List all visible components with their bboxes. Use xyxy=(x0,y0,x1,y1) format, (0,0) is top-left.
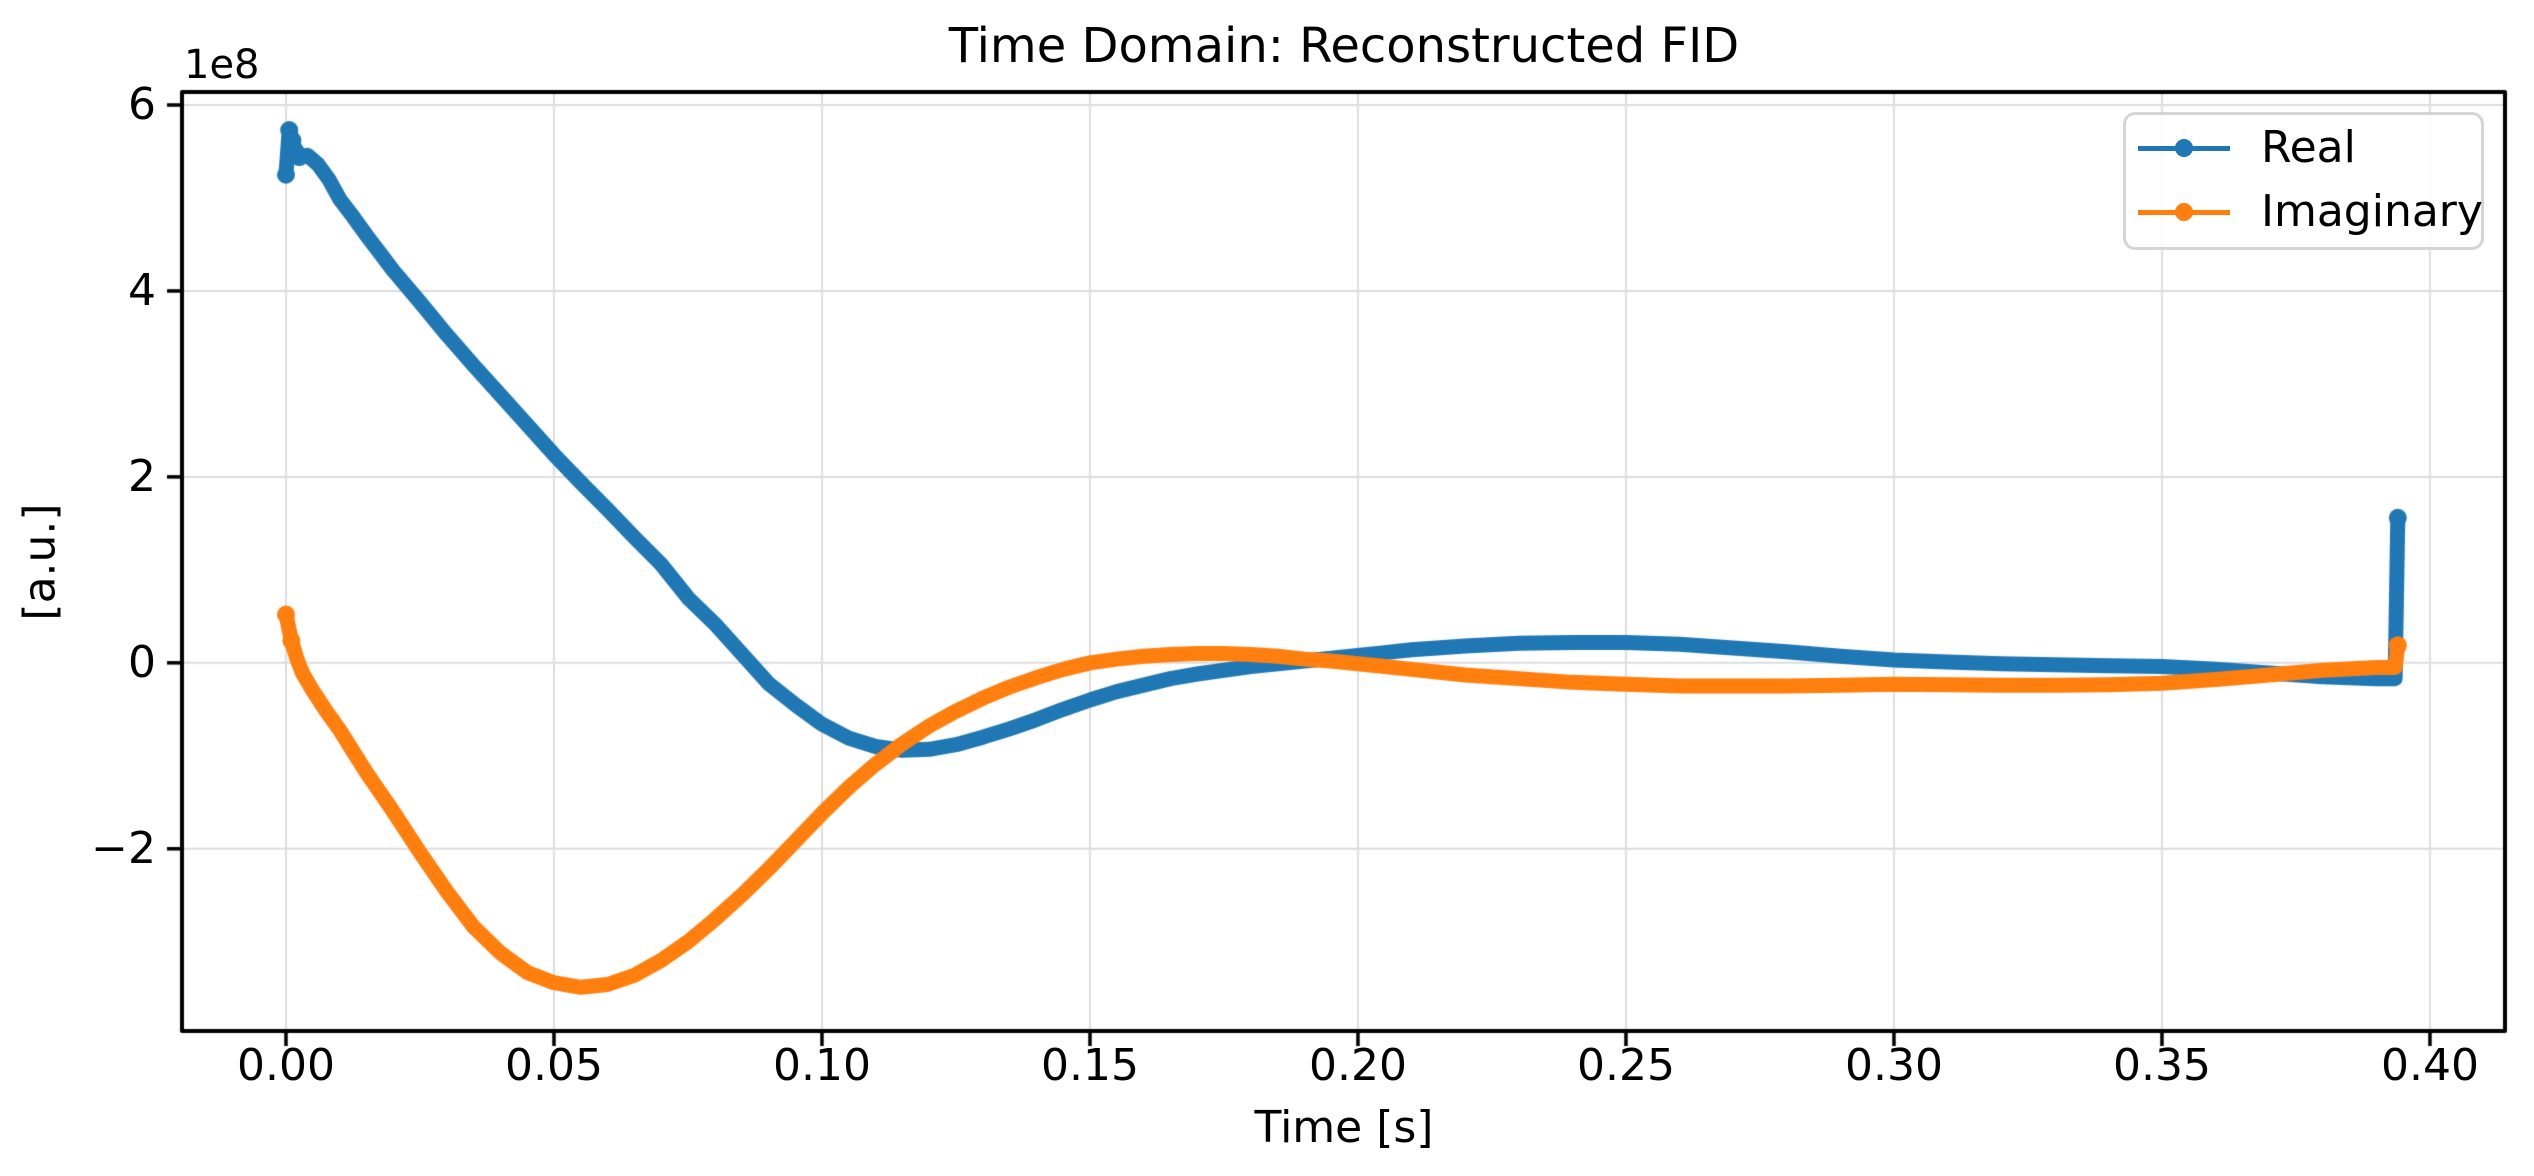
x-tick-label: 0.10 xyxy=(772,1040,871,1091)
x-tick-label: 0.35 xyxy=(2112,1040,2211,1091)
x-tick-label: 0.40 xyxy=(2380,1040,2479,1091)
legend-dot-icon xyxy=(2175,139,2193,157)
y-axis-label: [a.u.] xyxy=(14,503,66,621)
x-tick-label: 0.20 xyxy=(1308,1040,1407,1091)
y-tick-label: 0 xyxy=(128,636,156,688)
y-axis-offset-text: 1e8 xyxy=(184,42,260,88)
y-tick-label: −2 xyxy=(91,822,156,874)
legend-line-marker-imaginary xyxy=(2138,190,2230,234)
x-tick-label: 0.05 xyxy=(504,1040,603,1091)
x-tick-label: 0.00 xyxy=(236,1040,335,1091)
legend-entry-real: Real xyxy=(2138,126,2473,170)
legend-dot-icon xyxy=(2175,203,2193,221)
legend-label: Real xyxy=(2261,122,2356,173)
legend-label: Imaginary xyxy=(2261,186,2483,237)
y-tick-label: 4 xyxy=(128,264,156,316)
y-tick-label: 2 xyxy=(128,450,156,502)
chart-title: Time Domain: Reconstructed FID xyxy=(948,18,1740,74)
x-tick-label: 0.30 xyxy=(1844,1040,1943,1091)
legend-entry-imaginary: Imaginary xyxy=(2138,190,2483,234)
y-tick-label: 6 xyxy=(128,79,156,131)
x-axis-label: Time [s] xyxy=(1254,1102,1434,1153)
x-tick-label: 0.15 xyxy=(1040,1040,1139,1091)
x-tick-label: 0.25 xyxy=(1576,1040,1675,1091)
legend: Real Imaginary xyxy=(2123,112,2484,250)
legend-line-marker-real xyxy=(2138,126,2230,170)
